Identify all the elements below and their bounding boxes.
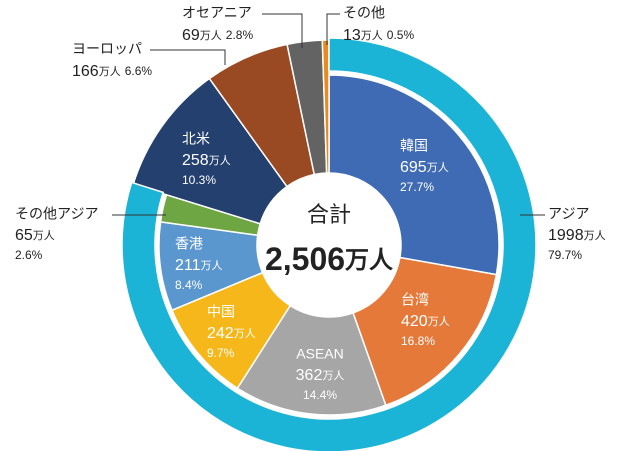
outer-slice	[121, 37, 537, 451]
unit: 万人	[427, 161, 449, 174]
label-name: その他アジア	[15, 206, 98, 222]
slice-label: 北米 258万人 10.3%	[182, 131, 231, 187]
percent: 0.5%	[387, 28, 415, 42]
label-name: オセアニア	[182, 5, 252, 21]
center-title: 合計	[307, 202, 351, 227]
value: 1998	[548, 227, 584, 244]
label-value: 1998万人	[548, 227, 606, 244]
slice-label: その他アジア 65万人 2.6%	[15, 206, 98, 262]
label-value: 211万人	[175, 257, 223, 274]
label-percent: 16.8%	[401, 334, 435, 348]
slice-label: 台湾 420万人 16.8%	[401, 292, 450, 348]
value: 69	[182, 27, 200, 44]
label-name: ヨーロッパ	[72, 41, 142, 57]
leader	[150, 49, 226, 65]
label-value: 362万人	[296, 367, 345, 384]
label-name: 韓国	[400, 138, 428, 154]
leader	[326, 13, 340, 45]
label-percent: 27.7%	[400, 180, 434, 194]
label-percent: 2.6%	[15, 248, 43, 262]
unit: 万人	[234, 327, 256, 340]
value: 695	[400, 159, 427, 176]
unit: 万人	[428, 315, 450, 328]
label-value: 166万人 6.6%	[72, 63, 152, 80]
label-name: その他	[343, 5, 385, 21]
label-name: 北米	[182, 131, 210, 147]
unit: 万人	[361, 29, 383, 42]
unit: 万人	[584, 229, 606, 242]
slice-label: その他 13万人 0.5%	[343, 5, 414, 45]
total-unit: 万人	[345, 247, 393, 274]
label-value: 65万人	[15, 227, 55, 244]
total-value: 2,506	[265, 241, 345, 277]
slice-label: 韓国 695万人 27.7%	[400, 138, 449, 194]
label-name: 中国	[207, 304, 235, 320]
label-percent: 10.3%	[182, 173, 216, 187]
value: 65	[15, 227, 33, 244]
slice-label: ヨーロッパ 166万人 6.6%	[72, 41, 152, 81]
unit: 万人	[33, 229, 55, 242]
leader	[262, 13, 303, 48]
label-value: 13万人 0.5%	[343, 27, 414, 44]
label-value: 420万人	[401, 313, 450, 330]
value: 258	[182, 152, 209, 169]
unit: 万人	[200, 29, 222, 42]
unit: 万人	[99, 65, 121, 78]
label-name: 香港	[175, 236, 203, 252]
label-value: 69万人 2.8%	[182, 27, 253, 44]
percent: 6.6%	[125, 64, 153, 78]
slice-label: 中国 242万人 9.7%	[207, 304, 256, 360]
unit: 万人	[201, 259, 223, 272]
label-name: 台湾	[401, 292, 429, 308]
label-percent: 9.7%	[207, 346, 235, 360]
center-hole	[257, 173, 401, 317]
slice-label: オセアニア 69万人 2.8%	[182, 5, 253, 45]
value: 166	[72, 63, 99, 80]
label-percent: 14.4%	[303, 388, 337, 402]
value: 242	[207, 325, 234, 342]
value: 13	[343, 27, 361, 44]
label-value: 258万人	[182, 152, 231, 169]
slice-label: 香港 211万人 8.4%	[175, 236, 223, 292]
center-total: 2,506万人	[265, 241, 393, 277]
label-percent: 79.7%	[548, 248, 582, 262]
unit: 万人	[209, 154, 231, 167]
label-percent: 8.4%	[175, 278, 203, 292]
value: 362	[296, 367, 323, 384]
unit: 万人	[322, 369, 344, 382]
value: 420	[401, 313, 428, 330]
slice-label: ASEAN 362万人 14.4%	[296, 346, 345, 402]
value: 211	[175, 257, 201, 274]
percent: 2.8%	[226, 28, 254, 42]
label-value: 695万人	[400, 159, 449, 176]
label-value: 242万人	[207, 325, 256, 342]
label-name: アジア	[548, 206, 589, 222]
label-name: ASEAN	[296, 346, 343, 362]
